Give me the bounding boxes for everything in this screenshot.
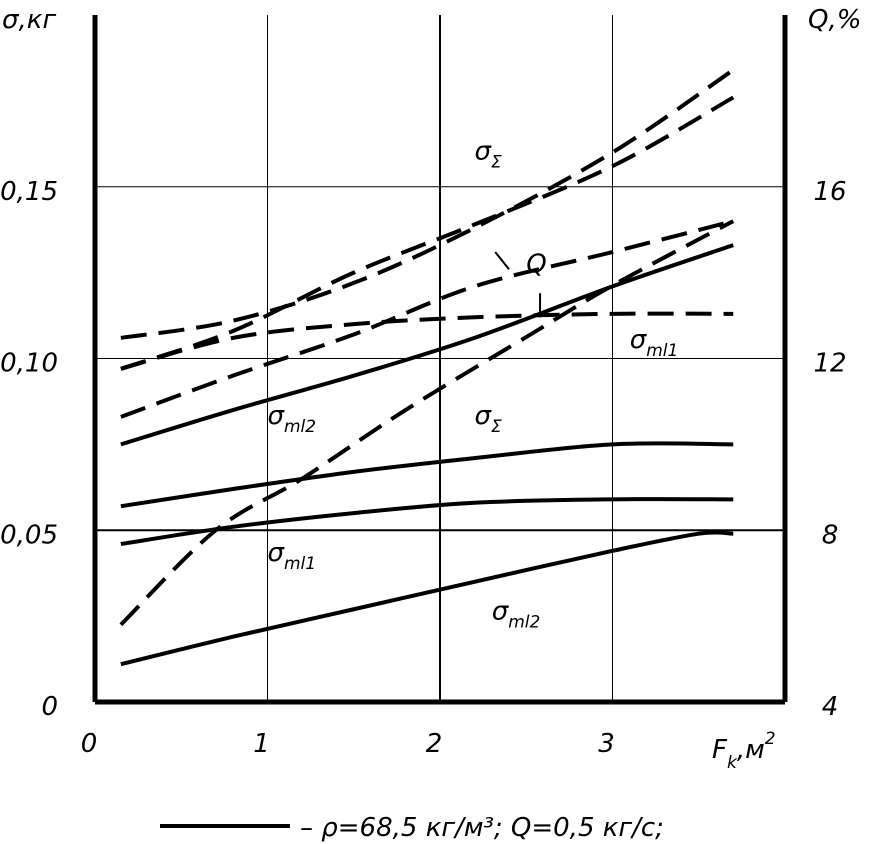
series-line-2: [120, 497, 734, 546]
curve-label: σml1: [630, 325, 679, 361]
y-axis-title-right: Q,%: [808, 5, 861, 35]
series-line-3: [120, 530, 734, 667]
x-axis-title: Fk,м2: [712, 729, 776, 773]
curve-label: σml1: [268, 538, 317, 574]
series-line-8: [120, 95, 735, 371]
y-right-tick-label: 16: [813, 177, 846, 207]
series-line-4: [120, 243, 734, 447]
y-right-tick-label: 12: [813, 349, 846, 379]
y-axis-title-left: σ,кг: [2, 5, 56, 35]
x-tick-label: 3: [598, 729, 615, 759]
series-line-9: [119, 219, 735, 627]
series-group: [119, 68, 735, 667]
curve-label: Q: [526, 250, 546, 280]
series-line-7: [120, 219, 734, 419]
q-leader-line: [494, 251, 510, 270]
y-right-tick-label: 8: [822, 520, 839, 550]
x-tick-label: 0: [81, 729, 98, 759]
series-line-1: [120, 441, 734, 509]
y-left-tick-label: 0,05: [0, 520, 58, 550]
y-left-tick-label: 0,10: [0, 349, 58, 379]
axes: [92, 15, 788, 705]
curve-label: σml2: [492, 597, 541, 633]
curve-label: σΣ: [475, 401, 502, 437]
x-tick-label: 2: [426, 729, 443, 759]
grid: [95, 15, 785, 702]
series-line-6: [120, 311, 734, 371]
curve-label: σml2: [268, 401, 317, 437]
series-line-5: [120, 68, 735, 340]
legend-text: – ρ=68,5 кг/м³; Q=0,5 кг/с;: [300, 813, 664, 843]
y-left-tick-label: 0,15: [0, 177, 58, 207]
y-right-tick-label: 4: [822, 692, 839, 722]
curve-label: σΣ: [475, 136, 502, 172]
x-tick-label: 1: [253, 729, 270, 759]
y-left-tick-label: 0: [41, 692, 58, 722]
legend: – ρ=68,5 кг/м³; Q=0,5 кг/с;: [160, 813, 664, 843]
